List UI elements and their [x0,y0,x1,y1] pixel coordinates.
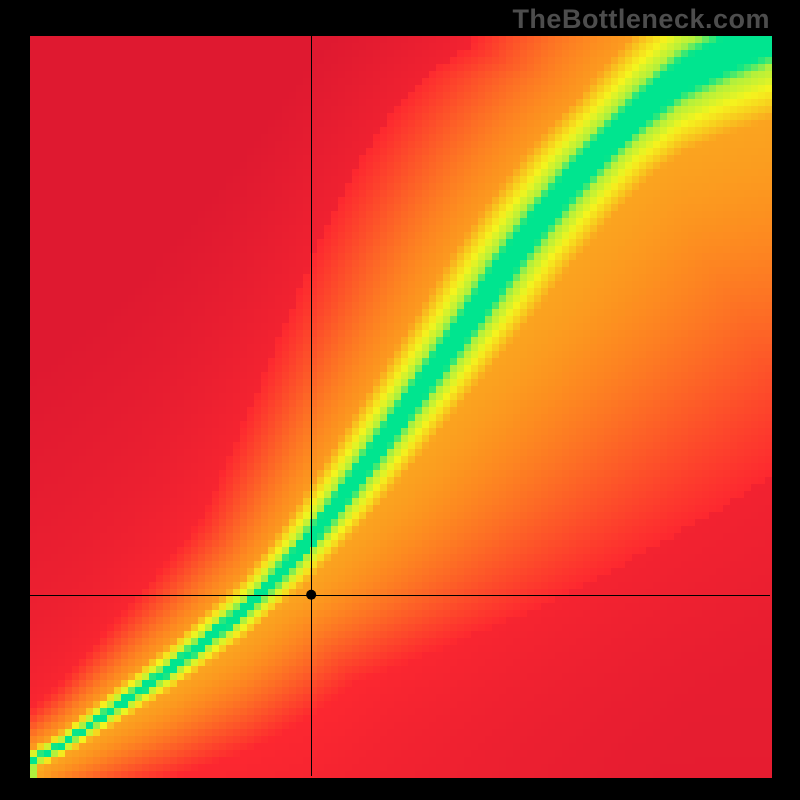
watermark-text: TheBottleneck.com [512,4,770,35]
chart-container: TheBottleneck.com [0,0,800,800]
heatmap-canvas [0,0,800,800]
